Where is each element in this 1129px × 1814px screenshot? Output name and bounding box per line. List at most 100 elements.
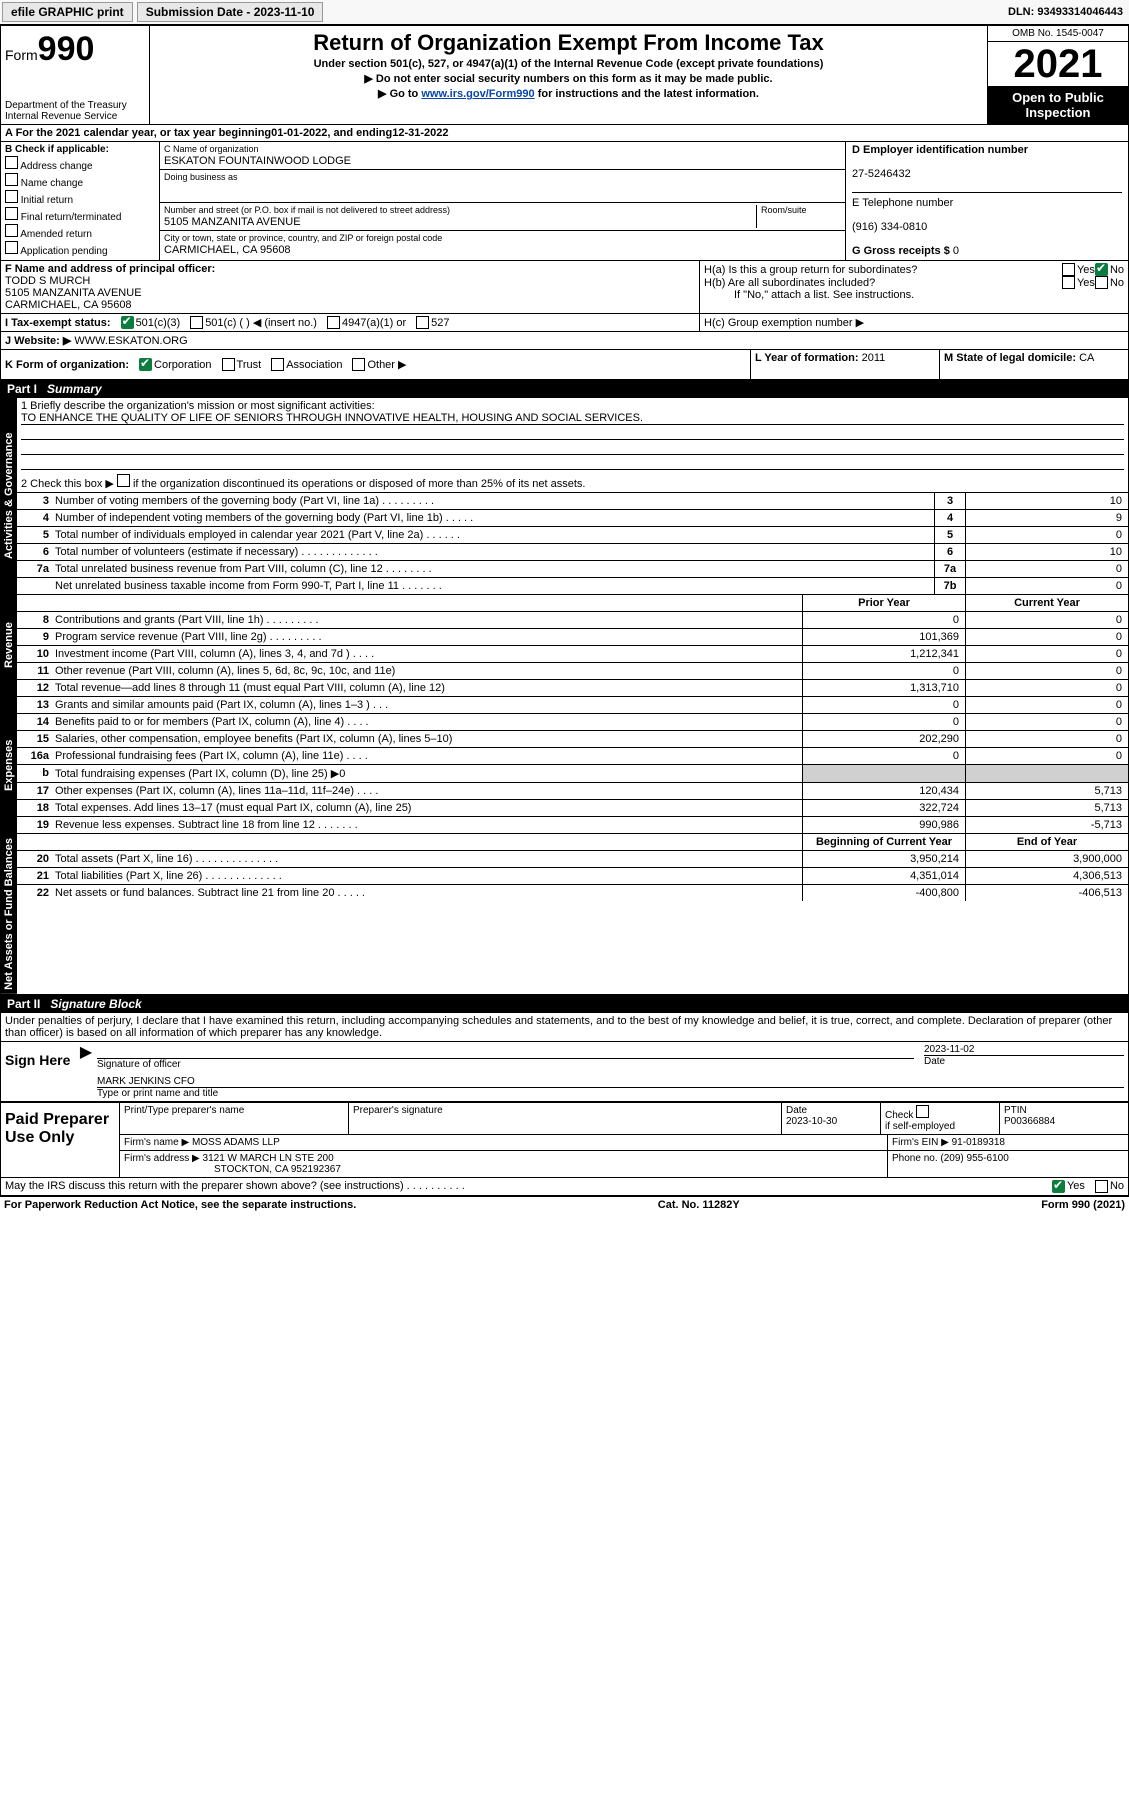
row-text: Total revenue—add lines 8 through 11 (mu… [53,680,802,696]
discuss-yes[interactable] [1052,1180,1065,1193]
prep-date-value: 2023-10-30 [786,1116,837,1127]
cb-final-return[interactable] [5,207,18,220]
q1-text: TO ENHANCE THE QUALITY OF LIFE OF SENIOR… [21,412,1124,425]
row-key: 7a [934,561,965,577]
table-row: 11Other revenue (Part VIII, column (A), … [17,663,1128,680]
note-goto-pre: ▶ Go to [378,88,421,100]
vtab-governance: Activities & Governance [1,398,17,594]
row-prior: 1,212,341 [802,646,965,662]
cb-501c[interactable] [190,316,203,329]
ptin-value: P00366884 [1004,1116,1055,1127]
h-c-label: H(c) Group exemption number ▶ [704,317,864,329]
table-row: 17Other expenses (Part IX, column (A), l… [17,783,1128,800]
hb-no[interactable] [1095,276,1108,289]
row-key: 6 [934,544,965,560]
cb-other[interactable] [352,358,365,371]
row-current: 0 [965,748,1128,764]
cb-final-return-label: Final return/terminated [21,212,122,223]
cb-4947[interactable] [327,316,340,329]
row-text: Program service revenue (Part VIII, line… [53,629,802,645]
cb-amended-return[interactable] [5,224,18,237]
submission-date: Submission Date - 2023-11-10 [137,2,324,22]
table-row: 6Total number of volunteers (estimate if… [17,544,1128,561]
row-text: Total assets (Part X, line 16) . . . . .… [53,851,802,867]
row-text: Salaries, other compensation, employee b… [53,731,802,747]
table-row: 3Number of voting members of the governi… [17,493,1128,510]
cb-association[interactable] [271,358,284,371]
sig-name-label: Type or print name and title [97,1088,218,1099]
row-number: 11 [17,663,53,679]
cb-501c3-label: 501(c)(3) [136,317,181,329]
city-value: CARMICHAEL, CA 95608 [164,244,291,256]
row-value: 0 [965,561,1128,577]
cb-application-pending[interactable] [5,241,18,254]
cb-name-change[interactable] [5,173,18,186]
firm-addr2: STOCKTON, CA 952192367 [124,1164,341,1175]
row-number: 15 [17,731,53,747]
cb-initial-return[interactable] [5,190,18,203]
row-key: 4 [934,510,965,526]
state-domicile-value: CA [1079,352,1094,364]
phone-label: E Telephone number [852,197,953,209]
cb-trust[interactable] [222,358,235,371]
state-domicile-label: M State of legal domicile: [944,352,1076,364]
discuss-no[interactable] [1095,1180,1108,1193]
row-text: Investment income (Part VIII, column (A)… [53,646,802,662]
vtab-expenses: Expenses [1,697,17,833]
gross-receipts-label: G Gross receipts $ [852,245,950,257]
row-key: 5 [934,527,965,543]
gross-receipts-value: 0 [953,245,959,257]
row-text: Total number of individuals employed in … [53,527,934,543]
prep-self-label2: if self-employed [885,1121,955,1132]
row-current: 0 [965,697,1128,713]
table-row: 9Program service revenue (Part VIII, lin… [17,629,1128,646]
row-number: 17 [17,783,53,799]
tax-year-row: A For the 2021 calendar year, or tax yea… [1,125,1128,142]
irs-link[interactable]: www.irs.gov/Form990 [421,88,534,100]
room-label: Room/suite [761,205,807,215]
q2-checkbox[interactable] [117,474,130,487]
ha-no-label: No [1110,264,1124,276]
firm-name-label: Firm's name ▶ [124,1137,189,1148]
row-current: -406,513 [965,885,1128,901]
cb-corporation[interactable] [139,358,152,371]
row-current: 0 [965,629,1128,645]
row-text: Total unrelated business revenue from Pa… [53,561,934,577]
efile-print-button[interactable]: efile GRAPHIC print [2,2,133,22]
ha-no[interactable] [1095,263,1108,276]
website-value: WWW.ESKATON.ORG [74,335,187,347]
cb-self-employed[interactable] [916,1105,929,1118]
note-ssn: ▶ Do not enter social security numbers o… [160,72,977,85]
cb-address-change[interactable] [5,156,18,169]
cb-527[interactable] [416,316,429,329]
table-row: bTotal fundraising expenses (Part IX, co… [17,765,1128,783]
ha-yes[interactable] [1062,263,1075,276]
row-text: Revenue less expenses. Subtract line 18 … [53,817,802,833]
table-row: 22Net assets or fund balances. Subtract … [17,885,1128,901]
paid-preparer-label: Paid Preparer Use Only [1,1103,120,1177]
hb-yes[interactable] [1062,276,1075,289]
row-text: Net assets or fund balances. Subtract li… [53,885,802,901]
row-current: 3,900,000 [965,851,1128,867]
vtab-revenue: Revenue [1,595,17,696]
row-number: 8 [17,612,53,628]
year-formation-value: 2011 [862,352,886,364]
row-current: -5,713 [965,817,1128,833]
row-current: 0 [965,612,1128,628]
row-number: 20 [17,851,53,867]
cb-501c3[interactable] [121,316,134,329]
row-value: 0 [965,578,1128,594]
row-number: 7a [17,561,53,577]
table-row: 14Benefits paid to or for members (Part … [17,714,1128,731]
street-label: Number and street (or P.O. box if mail i… [164,205,450,215]
row-text: Grants and similar amounts paid (Part IX… [53,697,802,713]
table-row: 7aTotal unrelated business revenue from … [17,561,1128,578]
officer-city: CARMICHAEL, CA 95608 [5,299,132,311]
cb-name-change-label: Name change [21,178,83,189]
sig-date-label: Date [924,1055,1124,1067]
row-text: Total expenses. Add lines 13–17 (must eq… [53,800,802,816]
section-b-label: B Check if applicable: [5,144,109,155]
dept-label: Department of the Treasury [5,100,127,111]
form-title: Return of Organization Exempt From Incom… [160,30,977,56]
ha-yes-label: Yes [1077,264,1095,276]
